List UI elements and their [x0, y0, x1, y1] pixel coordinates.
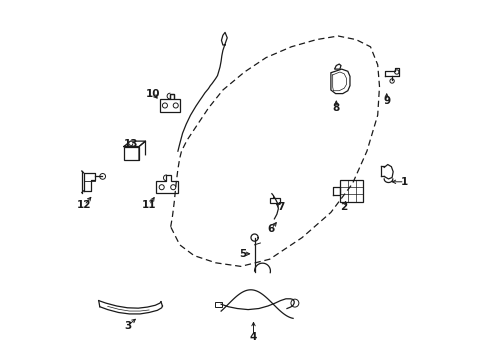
Text: 2: 2	[339, 202, 346, 212]
Bar	[269, 198, 279, 203]
Text: 5: 5	[239, 249, 246, 259]
Text: 13: 13	[123, 139, 138, 149]
Text: 8: 8	[332, 103, 339, 113]
Text: 1: 1	[400, 177, 407, 187]
Text: 6: 6	[267, 224, 275, 234]
Text: 9: 9	[383, 96, 389, 106]
Bar	[123, 147, 139, 160]
Text: 3: 3	[123, 321, 131, 331]
Text: 4: 4	[249, 332, 257, 342]
Polygon shape	[330, 69, 349, 94]
Text: 12: 12	[77, 200, 91, 210]
Bar	[215, 302, 222, 307]
Polygon shape	[334, 64, 340, 69]
Text: 10: 10	[145, 89, 160, 99]
Bar	[339, 180, 363, 202]
Text: 11: 11	[142, 200, 156, 210]
Text: 7: 7	[276, 202, 284, 212]
